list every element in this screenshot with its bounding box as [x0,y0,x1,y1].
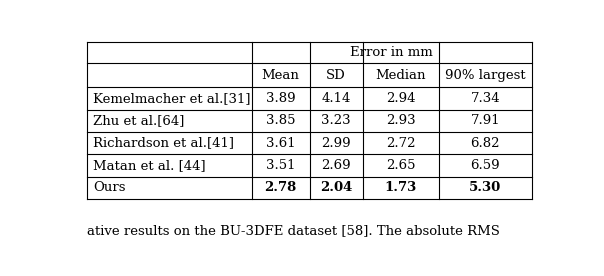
Text: 3.89: 3.89 [266,92,295,105]
Text: 5.30: 5.30 [469,181,501,194]
Text: Median: Median [376,68,426,81]
Text: 2.65: 2.65 [386,159,416,172]
Text: 4.14: 4.14 [321,92,351,105]
Text: 1.73: 1.73 [385,181,417,194]
Text: 6.59: 6.59 [471,159,500,172]
Text: SD: SD [326,68,346,81]
Text: 3.23: 3.23 [321,114,351,127]
Text: 6.82: 6.82 [471,137,500,150]
Text: 2.99: 2.99 [321,137,351,150]
Text: 2.78: 2.78 [265,181,297,194]
Text: 3.51: 3.51 [266,159,295,172]
Text: 3.61: 3.61 [266,137,295,150]
Text: Mean: Mean [262,68,300,81]
Text: Error in mm: Error in mm [350,46,433,59]
Text: 7.91: 7.91 [471,114,500,127]
Text: 2.72: 2.72 [386,137,416,150]
Text: Kemelmacher et al.[31]: Kemelmacher et al.[31] [93,92,250,105]
Text: 7.34: 7.34 [471,92,500,105]
Text: 3.85: 3.85 [266,114,295,127]
Text: 2.93: 2.93 [386,114,416,127]
Text: Zhu et al.[64]: Zhu et al.[64] [93,114,184,127]
Text: Ours: Ours [93,181,125,194]
Text: 90% largest: 90% largest [445,68,525,81]
Text: Richardson et al.[41]: Richardson et al.[41] [93,137,234,150]
Text: 2.04: 2.04 [320,181,352,194]
Text: 2.69: 2.69 [321,159,351,172]
Text: 2.94: 2.94 [386,92,416,105]
Text: ative results on the BU-3DFE dataset [58]. The absolute RMS: ative results on the BU-3DFE dataset [58… [87,224,500,237]
Text: Matan et al. [44]: Matan et al. [44] [93,159,205,172]
